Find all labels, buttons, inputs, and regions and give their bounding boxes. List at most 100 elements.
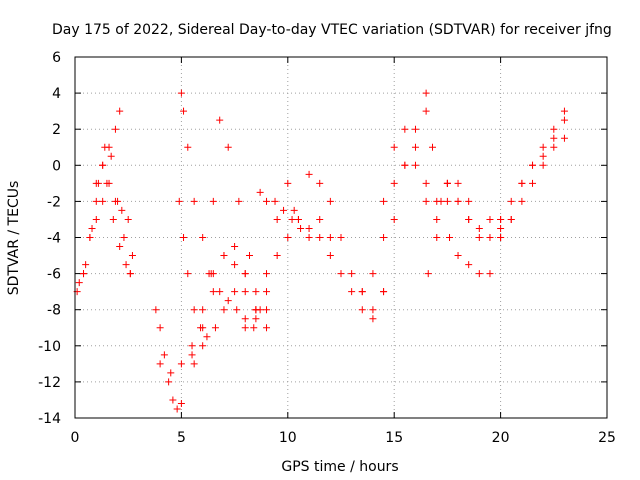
- data-point: [316, 215, 324, 223]
- data-point: [184, 143, 192, 151]
- data-point: [316, 234, 324, 241]
- series-sat-q: [380, 143, 473, 241]
- data-point: [180, 107, 188, 115]
- data-point: [380, 197, 388, 205]
- y-tick-label: -12: [38, 375, 61, 391]
- data-point: [177, 400, 185, 408]
- data-point: [326, 197, 334, 205]
- data-point: [224, 143, 232, 151]
- data-point: [380, 234, 388, 241]
- data-point: [465, 261, 473, 269]
- data-point: [550, 134, 558, 142]
- data-point: [169, 396, 177, 404]
- y-axis-label: SDTVAR / TECUs: [6, 181, 22, 296]
- data-point: [348, 270, 356, 278]
- data-point: [369, 306, 377, 314]
- data-point: [99, 197, 107, 205]
- data-point: [539, 152, 547, 160]
- data-point: [245, 252, 253, 260]
- y-tick-label: -14: [38, 411, 61, 427]
- data-point: [486, 215, 494, 223]
- data-point: [231, 288, 239, 296]
- data-point: [122, 261, 130, 269]
- data-point: [156, 324, 164, 332]
- data-point: [507, 197, 515, 205]
- data-point: [271, 197, 279, 205]
- data-point: [177, 89, 185, 97]
- data-point: [199, 324, 207, 332]
- data-point: [475, 234, 483, 241]
- data-point: [369, 270, 377, 278]
- data-point: [224, 297, 232, 305]
- data-point: [422, 107, 430, 115]
- data-point: [92, 197, 100, 205]
- data-point: [256, 188, 264, 196]
- data-point: [99, 161, 107, 169]
- data-point: [80, 270, 88, 278]
- data-point: [273, 215, 281, 223]
- data-point: [390, 179, 398, 187]
- series-sat-e: [152, 306, 185, 413]
- data-point: [518, 179, 526, 187]
- data-point: [284, 179, 292, 187]
- data-point: [92, 215, 100, 223]
- series-sat-i: [190, 116, 264, 368]
- data-point: [446, 234, 454, 241]
- tick-layer: 0 5 10 15 20 25 -14 -12 -10 -8 -6 -4 -2 0 2 4 6: [38, 50, 616, 446]
- data-point: [422, 179, 430, 187]
- data-point: [369, 315, 377, 323]
- data-point: [443, 197, 451, 205]
- data-point: [380, 288, 388, 296]
- data-point: [475, 224, 483, 232]
- data-point: [190, 197, 198, 205]
- data-point: [560, 134, 568, 142]
- data-point: [288, 215, 296, 223]
- data-point: [263, 270, 271, 278]
- data-point: [101, 143, 109, 151]
- data-point: [326, 252, 334, 260]
- data-point: [284, 234, 292, 241]
- y-tick-label: 6: [52, 50, 61, 66]
- data-point: [220, 252, 228, 260]
- data-point: [190, 360, 198, 368]
- data-point: [433, 215, 441, 223]
- data-point: [235, 197, 243, 205]
- data-point: [231, 243, 239, 251]
- data-point: [486, 270, 494, 278]
- data-point: [175, 197, 183, 205]
- data-point: [252, 315, 260, 323]
- data-point: [401, 161, 409, 169]
- data-point: [411, 161, 419, 169]
- data-point: [263, 288, 271, 296]
- data-point: [294, 215, 302, 223]
- data-point: [120, 234, 128, 241]
- data-point: [518, 197, 526, 205]
- data-point: [263, 324, 271, 332]
- data-point: [216, 116, 224, 124]
- data-point: [422, 89, 430, 97]
- data-point: [316, 179, 324, 187]
- y-tick-label: -8: [47, 303, 61, 319]
- y-tick-label: 2: [52, 122, 61, 138]
- data-point: [390, 143, 398, 151]
- data-point: [128, 252, 136, 260]
- data-point: [475, 270, 483, 278]
- data-point: [263, 197, 271, 205]
- data-point: [216, 288, 224, 296]
- data-point: [199, 234, 207, 241]
- data-point: [497, 224, 505, 232]
- data-point: [297, 224, 305, 232]
- data-point: [92, 179, 100, 187]
- data-point: [241, 315, 249, 323]
- x-tick-label: 15: [385, 430, 403, 446]
- points-layer: [73, 89, 568, 413]
- data-point: [507, 215, 515, 223]
- y-tick-label: -4: [47, 231, 61, 247]
- data-point: [241, 288, 249, 296]
- data-point: [539, 143, 547, 151]
- data-point: [124, 215, 132, 223]
- x-tick-label: 10: [279, 430, 297, 446]
- data-point: [529, 179, 537, 187]
- x-tick-label: 0: [71, 430, 80, 446]
- data-point: [290, 206, 298, 214]
